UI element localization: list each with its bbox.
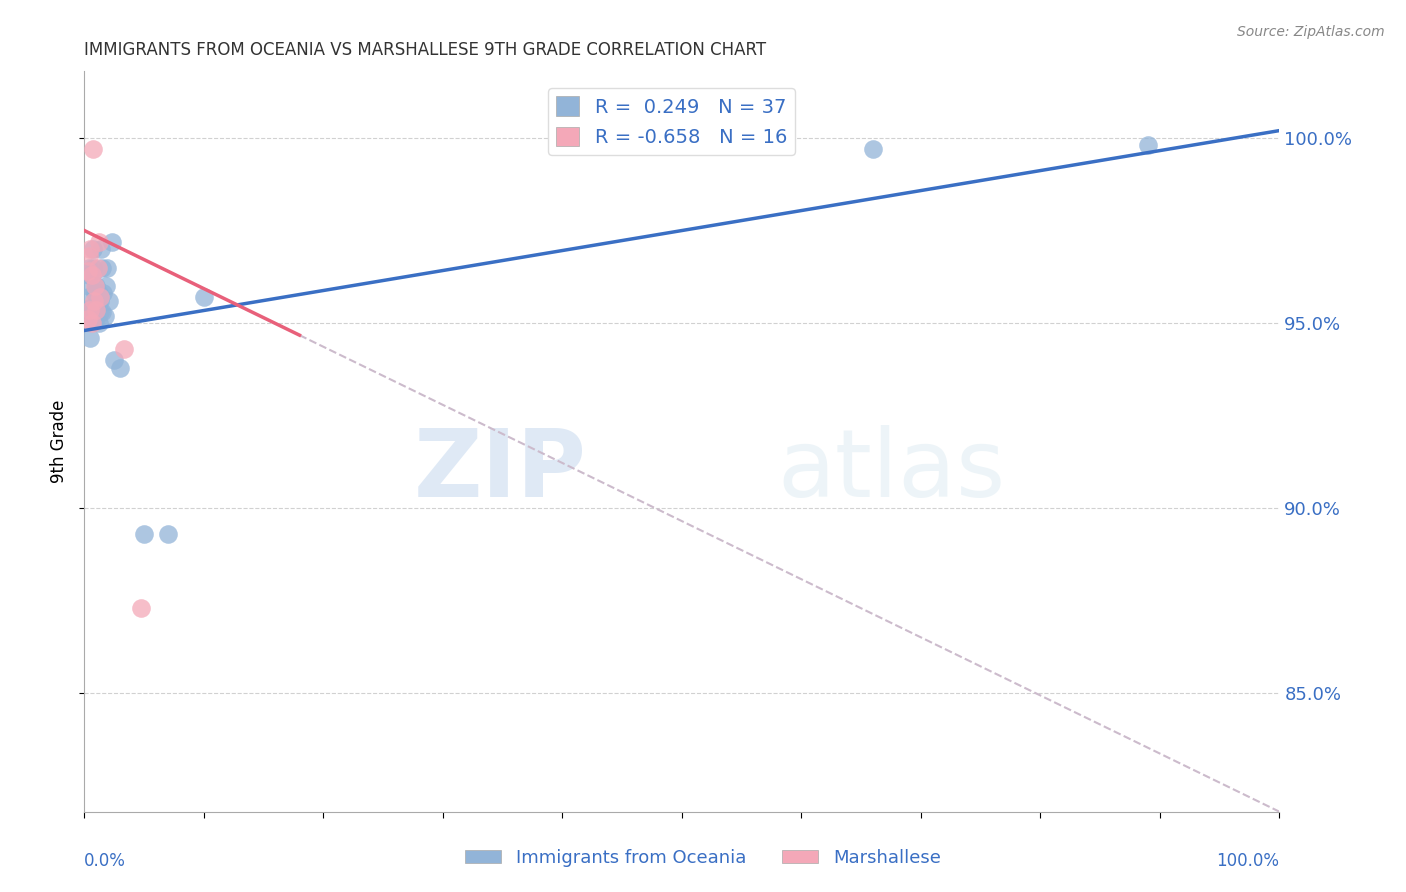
Point — [77, 312, 100, 326]
Point — [82, 260, 104, 275]
Point — [82, 303, 104, 318]
Point — [77, 260, 100, 275]
Point — [86, 260, 108, 275]
Point — [89, 305, 111, 319]
Point — [87, 316, 110, 330]
Point — [82, 142, 104, 156]
Point — [83, 293, 105, 308]
Point — [86, 279, 108, 293]
Point — [98, 293, 121, 308]
Point — [79, 242, 101, 256]
Text: ZIP: ZIP — [413, 425, 586, 517]
Point — [110, 360, 132, 375]
Legend: Immigrants from Oceania, Marshallese: Immigrants from Oceania, Marshallese — [458, 842, 948, 874]
Point — [96, 260, 118, 275]
Text: IMMIGRANTS FROM OCEANIA VS MARSHALLESE 9TH GRADE CORRELATION CHART: IMMIGRANTS FROM OCEANIA VS MARSHALLESE 9… — [84, 41, 766, 59]
Text: 100.0%: 100.0% — [1216, 853, 1279, 871]
Point — [84, 286, 107, 301]
Point — [83, 312, 105, 326]
Point — [89, 293, 111, 308]
Point — [80, 268, 103, 282]
Point — [93, 286, 115, 301]
Point — [84, 279, 107, 293]
Point — [86, 297, 108, 311]
Point — [112, 342, 135, 356]
Point — [1137, 138, 1160, 153]
Point — [80, 268, 103, 282]
Point — [77, 290, 100, 304]
Y-axis label: 9th Grade: 9th Grade — [51, 400, 69, 483]
Point — [157, 527, 180, 541]
Point — [77, 268, 100, 282]
Point — [132, 527, 156, 541]
Point — [87, 235, 110, 249]
Point — [77, 312, 100, 326]
Point — [77, 249, 100, 263]
Point — [80, 316, 103, 330]
Point — [89, 290, 111, 304]
Text: atlas: atlas — [778, 425, 1005, 517]
Point — [86, 303, 108, 318]
Point — [91, 260, 114, 275]
Point — [77, 279, 100, 293]
Point — [84, 314, 107, 328]
Point — [79, 303, 101, 318]
Point — [90, 242, 112, 256]
Point — [91, 305, 114, 319]
Point — [77, 264, 100, 278]
Text: 0.0%: 0.0% — [84, 853, 127, 871]
Point — [103, 353, 125, 368]
Point — [101, 235, 124, 249]
Point — [129, 601, 152, 615]
Point — [93, 309, 115, 323]
Point — [94, 279, 117, 293]
Point — [82, 242, 104, 256]
Point — [79, 301, 101, 316]
Point — [87, 286, 110, 301]
Legend: R =  0.249   N = 37, R = -0.658   N = 16: R = 0.249 N = 37, R = -0.658 N = 16 — [548, 88, 794, 155]
Text: Source: ZipAtlas.com: Source: ZipAtlas.com — [1237, 25, 1385, 39]
Point — [79, 331, 101, 345]
Point — [86, 303, 108, 318]
Point — [862, 142, 884, 156]
Point — [193, 290, 215, 304]
